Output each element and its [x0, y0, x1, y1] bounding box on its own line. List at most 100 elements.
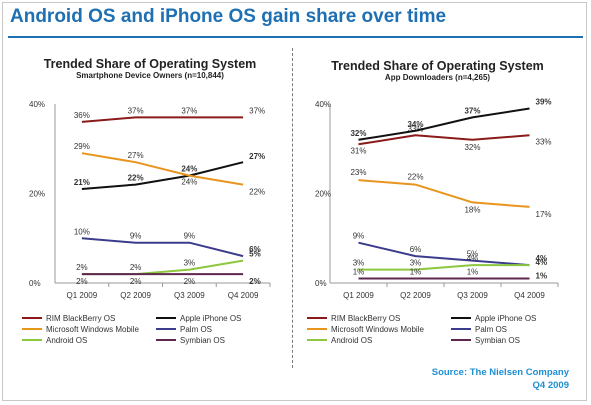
series-line-apple-iphone-os — [81, 161, 244, 190]
data-label-android-os: 2% — [76, 263, 88, 272]
chart-2-subtitle: App Downloaders (n=4,265) — [384, 73, 491, 82]
data-label-android-os: 3% — [353, 259, 365, 268]
legend-label: Palm OS — [475, 325, 507, 334]
data-label-symbian-os: 1% — [467, 268, 479, 277]
data-label-rim-blackberry-os: 33% — [536, 137, 552, 146]
legend-item-microsoft-windows-mobile: Microsoft Windows Mobile — [22, 325, 139, 334]
data-label-microsoft-windows-mobile: 24% — [181, 178, 197, 187]
series-symbian-os: 1% 1% 1% 1% — [353, 268, 547, 281]
data-label-apple-iphone-os: 32% — [350, 129, 366, 138]
x-tick-label: Q2 2009 — [400, 291, 431, 300]
legend-item-palm-os: Palm OS — [451, 325, 507, 334]
chart-1-title: Trended Share of Operating System — [43, 57, 257, 71]
headline-rule — [8, 36, 583, 38]
series-android-os: 3% 3% 4% 4% — [353, 254, 548, 271]
series-line-rim-blackberry-os — [358, 134, 530, 146]
legend-item-android-os: Android OS — [22, 336, 87, 345]
y-tick-label: 20% — [315, 190, 331, 199]
series-palm-os: 10% 9% 9% 6% — [74, 227, 261, 258]
data-label-apple-iphone-os: 21% — [74, 178, 90, 187]
data-label-symbian-os: 1% — [410, 268, 422, 277]
series-line-palm-os — [81, 237, 244, 258]
legend-item-apple-iphone-os: Apple iPhone OS — [156, 314, 241, 323]
legend-label: Microsoft Windows Mobile — [331, 325, 424, 334]
source-date: Q4 2009 — [532, 380, 569, 391]
data-label-microsoft-windows-mobile: 22% — [407, 173, 423, 182]
legend-item-rim-blackberry-os: RIM BlackBerry OS — [22, 314, 115, 323]
series-palm-os: 9%6% 5% 4% — [353, 232, 547, 267]
panel-divider — [292, 48, 293, 368]
y-tick-label: 40% — [315, 100, 331, 109]
data-label-symbian-os: 2% — [249, 277, 261, 286]
slide-border — [2, 2, 587, 401]
legend-label: Android OS — [331, 336, 372, 345]
data-label-palm-os: 9% — [184, 232, 196, 241]
series-line-android-os — [358, 264, 530, 271]
x-tick-label: Q2 2009 — [120, 291, 151, 300]
x-tick-label: Q3 2009 — [457, 291, 488, 300]
data-label-apple-iphone-os: 24% — [181, 165, 197, 174]
legend-item-microsoft-windows-mobile: Microsoft Windows Mobile — [307, 325, 424, 334]
legend-label: Symbian OS — [180, 336, 225, 345]
data-label-rim-blackberry-os: 31% — [350, 146, 366, 155]
series-microsoft-windows-mobile: 23% 22% 18% 17% — [350, 168, 551, 219]
data-label-rim-blackberry-os: 33% — [407, 124, 423, 133]
source-line: Source: The Nielsen Company — [431, 367, 569, 378]
y-tick-label: 40% — [29, 100, 45, 109]
data-label-microsoft-windows-mobile: 17% — [536, 210, 552, 219]
y-tick-label: 20% — [29, 190, 45, 199]
data-label-android-os: 3% — [184, 259, 196, 268]
series-line-rim-blackberry-os — [81, 116, 244, 123]
legend-label: Apple iPhone OS — [180, 314, 241, 323]
data-label-rim-blackberry-os: 37% — [128, 106, 144, 115]
data-label-palm-os: 6% — [249, 245, 261, 254]
data-label-palm-os: 10% — [74, 227, 90, 236]
data-label-symbian-os: 1% — [536, 272, 548, 281]
legend-item-android-os: Android OS — [307, 336, 372, 345]
x-tick-label: Q1 2009 — [343, 291, 374, 300]
data-label-microsoft-windows-mobile: 29% — [74, 142, 90, 151]
legend-item-palm-os: Palm OS — [156, 325, 212, 334]
y-tick-label: 0% — [315, 279, 327, 288]
data-label-android-os: 4% — [467, 254, 479, 263]
legend-label: Apple iPhone OS — [475, 314, 536, 323]
data-label-rim-blackberry-os: 37% — [181, 106, 197, 115]
legend-item-rim-blackberry-os: RIM BlackBerry OS — [307, 314, 400, 323]
chart-2-title: Trended Share of Operating System — [331, 59, 544, 73]
data-label-rim-blackberry-os: 37% — [249, 106, 265, 115]
data-label-microsoft-windows-mobile: 18% — [464, 205, 480, 214]
data-label-symbian-os: 1% — [353, 268, 365, 277]
series-apple-iphone-os: 21% 22% 24% 27% — [74, 152, 265, 190]
legend-item-symbian-os: Symbian OS — [451, 336, 520, 345]
series-microsoft-windows-mobile: 29% 27% 24% 22% — [74, 142, 265, 196]
data-label-android-os: 4% — [536, 258, 548, 267]
data-label-palm-os: 9% — [353, 232, 365, 241]
x-tick-label: Q3 2009 — [174, 291, 205, 300]
series-line-apple-iphone-os — [358, 107, 530, 141]
data-label-palm-os: 9% — [130, 232, 142, 241]
data-label-palm-os: 5% — [467, 250, 479, 259]
data-label-apple-iphone-os: 34% — [407, 120, 423, 129]
legend-label: Android OS — [46, 336, 87, 345]
data-label-symbian-os: 2% — [130, 277, 142, 286]
data-label-palm-os: 6% — [410, 245, 422, 254]
legend-label: Symbian OS — [475, 336, 520, 345]
data-label-rim-blackberry-os: 32% — [464, 143, 480, 152]
series-line-microsoft-windows-mobile — [358, 179, 530, 208]
legend-label: RIM BlackBerry OS — [331, 314, 400, 323]
series-symbian-os: 2% 2% 2% 2% — [76, 273, 261, 286]
series-line-palm-os — [358, 241, 530, 267]
chart-1-subtitle: Smartphone Device Owners (n=10,844) — [76, 71, 224, 80]
legend-label: Palm OS — [180, 325, 212, 334]
legend-item-symbian-os: Symbian OS — [156, 336, 225, 345]
source-note: Source: The Nielsen Company Q4 2009 — [432, 366, 569, 392]
x-tick-label: Q4 2009 — [228, 291, 259, 300]
x-tick-label: Q4 2009 — [514, 291, 545, 300]
data-label-android-os: 5% — [249, 250, 261, 259]
data-label-microsoft-windows-mobile: 23% — [350, 168, 366, 177]
series-line-microsoft-windows-mobile — [81, 152, 244, 186]
data-label-microsoft-windows-mobile: 27% — [128, 151, 144, 160]
series-apple-iphone-os: 32% 34% 37% 39% — [350, 97, 552, 141]
